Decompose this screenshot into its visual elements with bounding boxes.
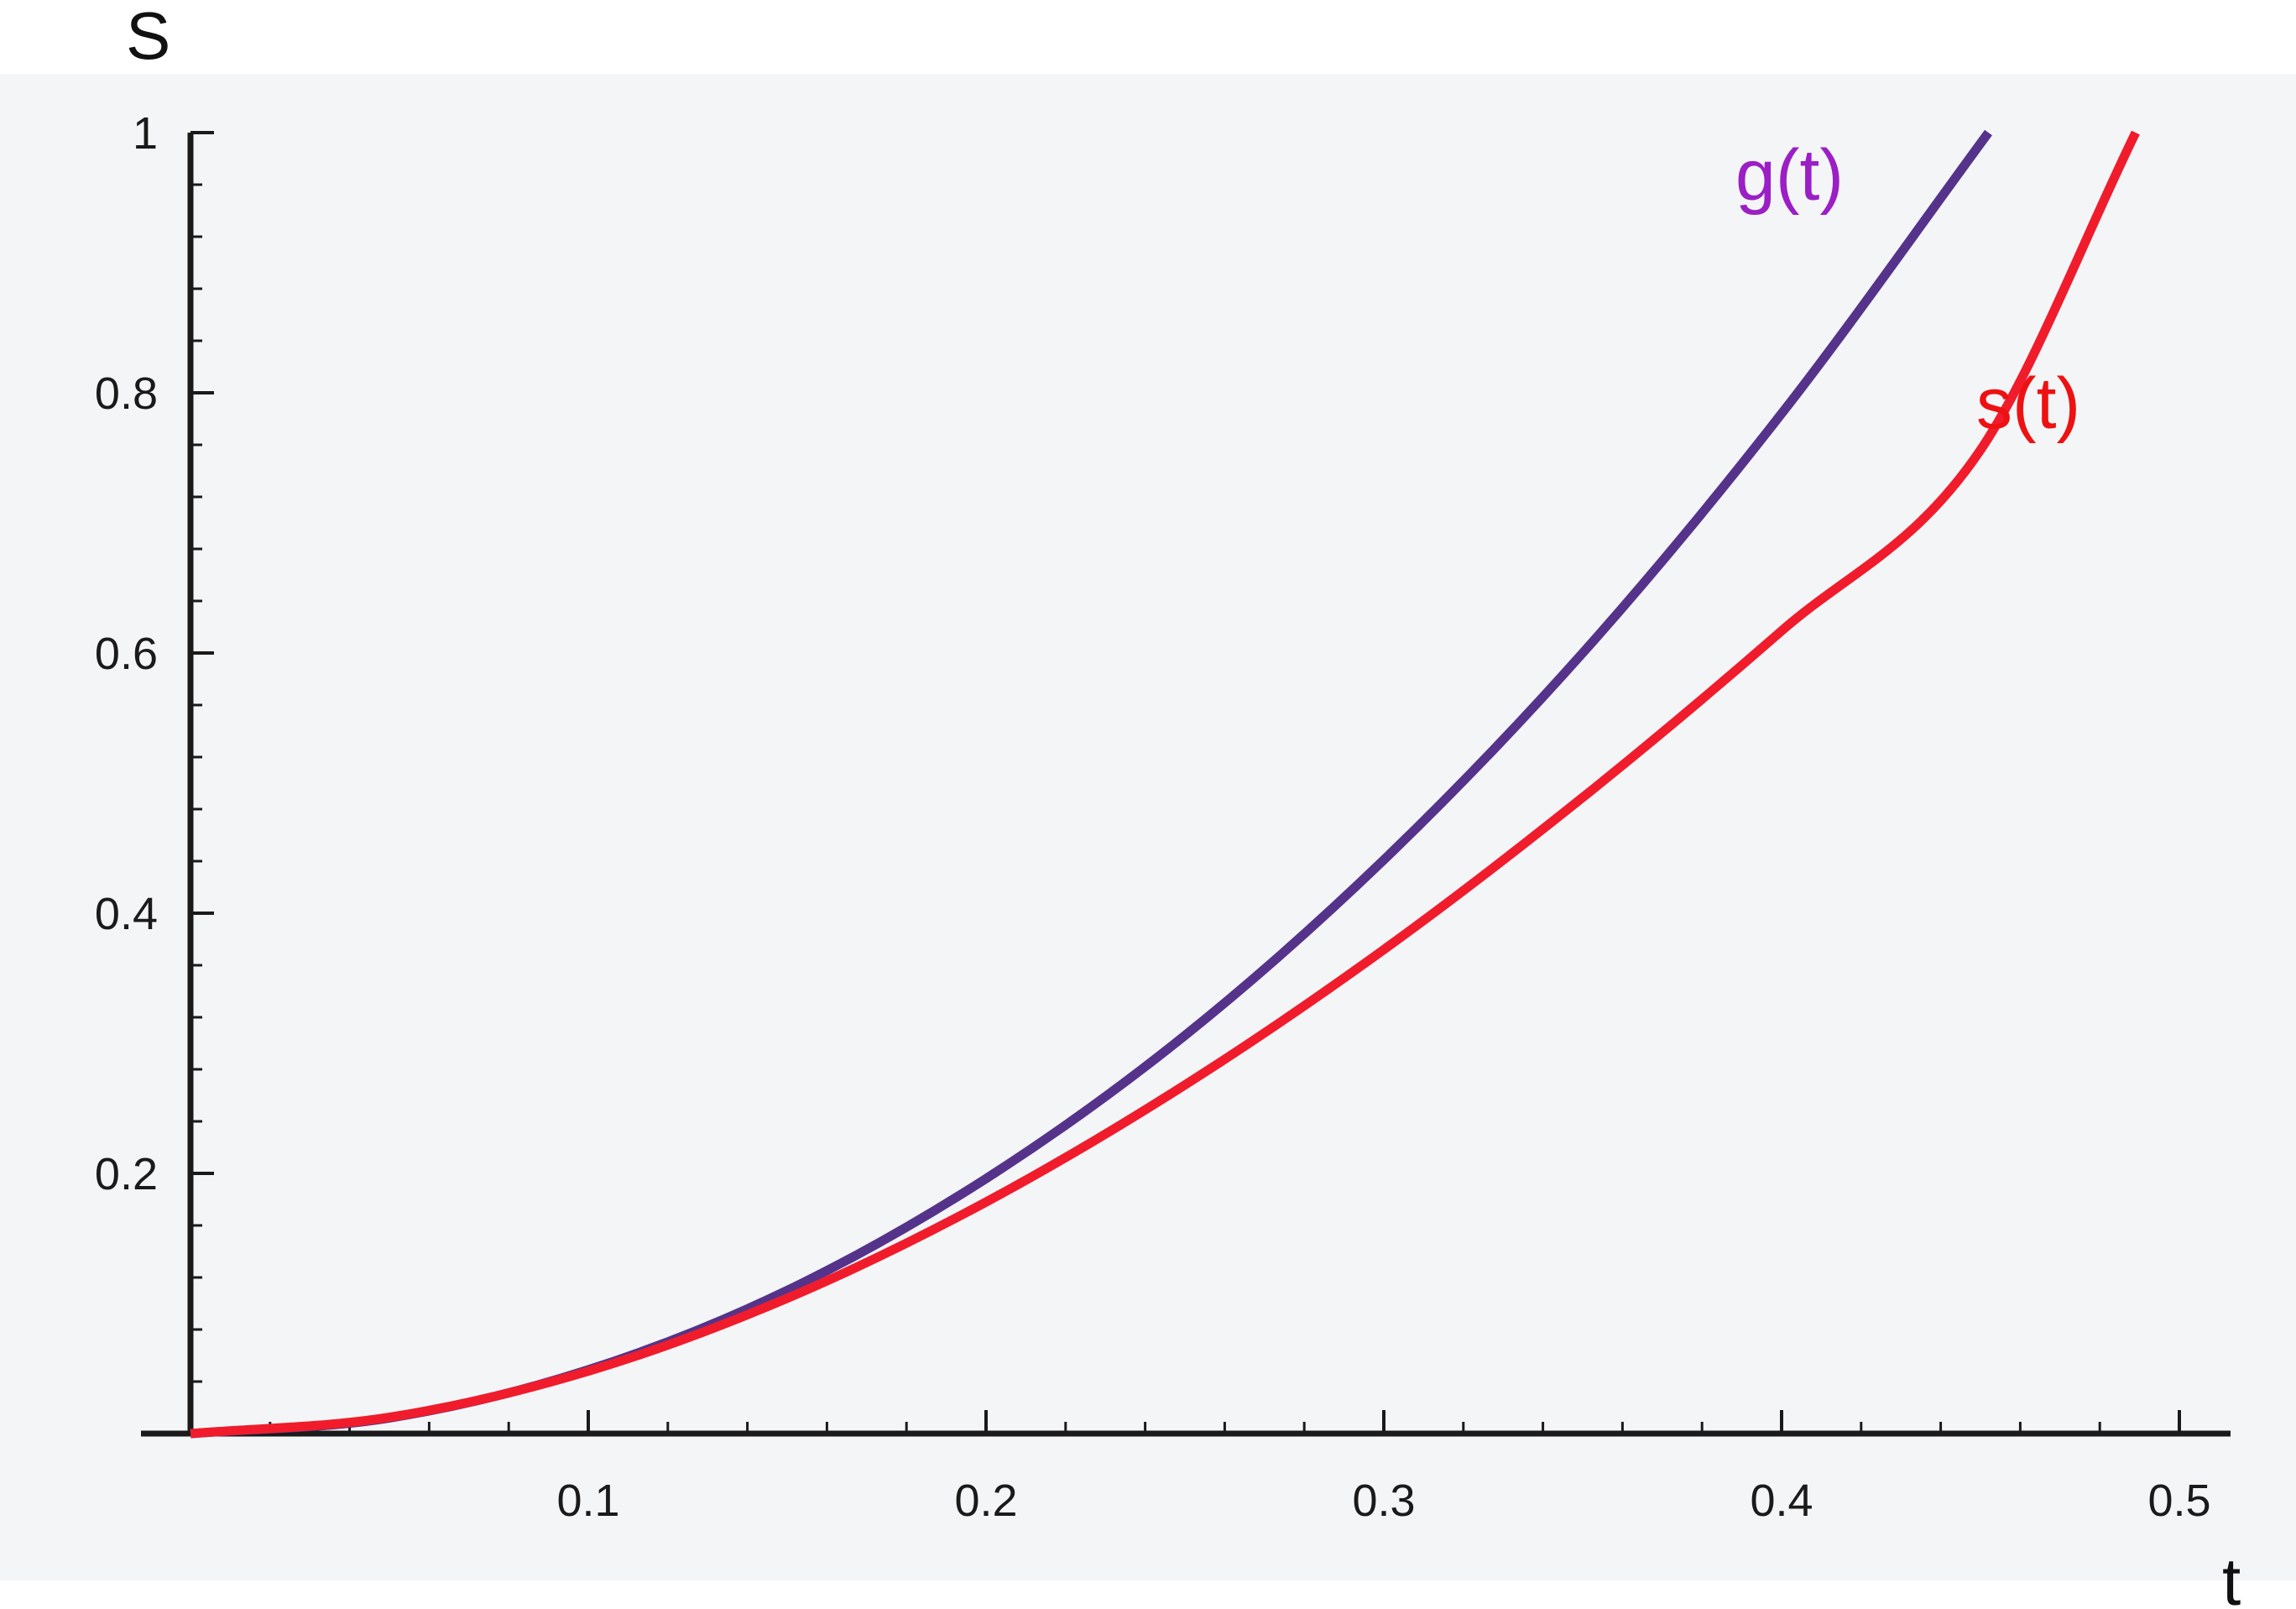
series-label-g: g(t) <box>1735 135 1844 216</box>
x-tick-labels: 0.1 0.2 0.3 0.4 0.5 <box>556 1476 2210 1526</box>
series-line-s <box>190 130 2140 1439</box>
y-tick-label: 0.2 <box>95 1149 158 1199</box>
major-ticks <box>190 131 2181 1434</box>
x-tick-label: 0.1 <box>556 1476 619 1526</box>
y-tick-labels: 0.2 0.4 0.6 0.8 1 <box>95 108 158 1199</box>
y-tick-label: 0.4 <box>95 889 158 939</box>
y-tick-label: 1 <box>133 108 158 159</box>
y-tick-label: 0.6 <box>95 629 158 679</box>
x-tick-label: 0.4 <box>1750 1476 1813 1526</box>
x-axis-title: t <box>2222 1544 2241 1609</box>
x-tick-label: 0.3 <box>1352 1476 1415 1526</box>
plot-background <box>0 74 2296 1580</box>
y-tick-label: 0.8 <box>95 368 158 419</box>
x-tick-label: 0.5 <box>2147 1476 2210 1526</box>
x-tick-label: 0.2 <box>954 1476 1017 1526</box>
series-label-s: s(t) <box>1976 363 2080 444</box>
series-layer <box>190 129 2140 1439</box>
y-axis-title: S <box>126 0 170 73</box>
